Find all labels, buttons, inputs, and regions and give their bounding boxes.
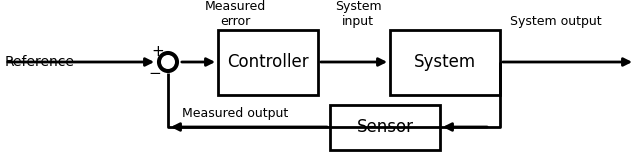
Text: +: + <box>152 45 164 59</box>
Circle shape <box>158 52 178 72</box>
Text: System output: System output <box>510 15 602 28</box>
Text: −: − <box>148 66 161 81</box>
Text: Reference: Reference <box>5 55 75 69</box>
Circle shape <box>161 55 175 69</box>
Text: Sensor: Sensor <box>356 118 413 136</box>
Text: System: System <box>414 53 476 71</box>
Text: System
input: System input <box>335 0 381 28</box>
Bar <box>330 105 440 150</box>
Text: Controller: Controller <box>227 53 309 71</box>
Text: Measured
error: Measured error <box>204 0 266 28</box>
Bar <box>390 30 500 95</box>
Text: Measured output: Measured output <box>182 107 288 120</box>
Bar <box>218 30 318 95</box>
